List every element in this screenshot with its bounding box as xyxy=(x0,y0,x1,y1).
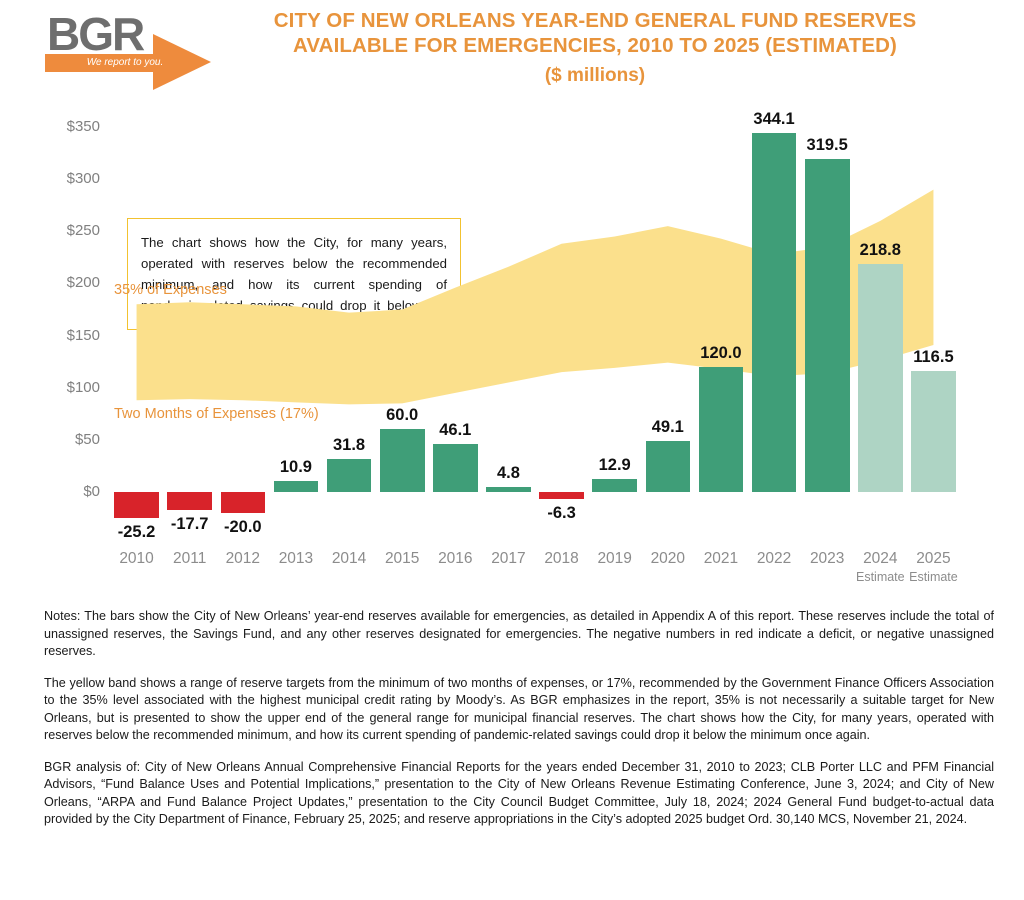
bar-value-label-2013: 10.9 xyxy=(279,457,312,476)
bar-value-label-2018: -6.3 xyxy=(547,503,576,522)
bar-value-label-2021: 120.0 xyxy=(700,343,742,362)
bar-value-label-2015: 60.0 xyxy=(386,406,419,425)
bar-value-label-2019: 12.9 xyxy=(598,455,631,474)
logo-tagline: We report to you. xyxy=(86,57,164,68)
bgr-logo: BGR We report to you. xyxy=(45,8,215,90)
notes-paragraph-1: Notes: The bars show the City of New Orl… xyxy=(44,609,994,658)
y-axis-tick: $100 xyxy=(66,378,100,396)
bar-2013[interactable] xyxy=(273,480,319,492)
notes-section: Notes: The bars show the City of New Orl… xyxy=(44,608,994,843)
logo-wordmark: BGR xyxy=(47,8,145,60)
band-label-upper: 35% of Expenses xyxy=(114,282,227,299)
notes-paragraph-2: The yellow band shows a range of reserve… xyxy=(44,675,994,743)
x-axis-label-2011: 2011 xyxy=(173,550,207,567)
bar-2022[interactable] xyxy=(751,133,797,492)
x-axis-sublabel-2024: Estimate xyxy=(855,570,905,584)
x-axis-label-2024: 2024 xyxy=(863,550,898,567)
bar-value-label-2020: 49.1 xyxy=(651,417,684,436)
bar-value-label-2010: -25.2 xyxy=(117,523,156,542)
chart-title-line-2: AVAILABLE FOR EMERGENCIES, 2010 TO 2025 … xyxy=(293,34,897,57)
bar-2025[interactable] xyxy=(911,370,956,492)
chart-title-block: CITY OF NEW ORLEANS YEAR-END GENERAL FUN… xyxy=(200,8,990,89)
logo-orange-bar xyxy=(45,54,163,72)
x-axis-label-2023: 2023 xyxy=(809,550,845,567)
bar-2015[interactable] xyxy=(379,429,425,492)
y-axis: $350 $300 $250 $200 $150 $100 $50 $0 xyxy=(40,100,100,600)
bar-2020[interactable] xyxy=(645,440,691,492)
chart-area: $350 $300 $250 $200 $150 $100 $50 $0 -25.2 2010-… xyxy=(0,100,1024,600)
x-axis-label-2020: 2020 xyxy=(650,550,686,567)
bar-value-label-2014: 31.8 xyxy=(333,435,366,454)
bar-value-label-2025: 116.5 xyxy=(913,347,954,366)
x-axis-label-2025: 2025 xyxy=(916,550,951,567)
bar-value-label-2024: 218.8 xyxy=(859,240,901,259)
chart-title-line-1: CITY OF NEW ORLEANS YEAR-END GENERAL FUN… xyxy=(273,9,917,32)
band-label-lower: Two Months of Expenses (17%) xyxy=(114,406,319,423)
x-axis-label-2017: 2017 xyxy=(491,550,526,567)
bar-2011[interactable] xyxy=(167,492,212,511)
bar-value-label-2017: 4.8 xyxy=(496,463,520,482)
x-axis-label-2021: 2021 xyxy=(703,550,739,567)
y-axis-tick: $50 xyxy=(74,430,100,448)
bar-2021[interactable] xyxy=(698,366,744,492)
bar-value-label-2011: -17.7 xyxy=(170,515,209,534)
x-axis-label-2013: 2013 xyxy=(278,550,314,567)
y-axis-tick: $300 xyxy=(66,170,100,188)
y-axis-tick: $150 xyxy=(66,326,100,344)
bar-2014[interactable] xyxy=(326,458,372,492)
bar-2018[interactable] xyxy=(539,492,584,499)
x-axis-label-2010: 2010 xyxy=(119,550,154,567)
bar-2017[interactable] xyxy=(486,486,531,492)
y-axis-tick: $250 xyxy=(66,222,100,240)
reserve-target-band xyxy=(136,189,934,405)
x-axis-sublabel-2025: Estimate xyxy=(909,570,958,584)
x-axis-label-2014: 2014 xyxy=(331,550,367,567)
x-axis-label-2016: 2016 xyxy=(438,550,473,567)
x-axis-label-2015: 2015 xyxy=(384,550,420,567)
y-axis-tick: $0 xyxy=(83,483,100,500)
bar-2023[interactable] xyxy=(804,158,850,492)
bar-value-label-2016: 46.1 xyxy=(439,420,472,439)
x-axis-label-2019: 2019 xyxy=(597,550,632,567)
bar-2010[interactable] xyxy=(114,492,159,519)
x-axis-label-2018: 2018 xyxy=(544,550,579,567)
y-axis-tick: $350 xyxy=(66,118,100,135)
y-axis-tick: $200 xyxy=(66,274,100,292)
notes-paragraph-3: BGR analysis of: City of New Orleans Ann… xyxy=(44,759,994,827)
x-axis-label-2022: 2022 xyxy=(756,550,792,567)
logo-arrow-icon xyxy=(153,34,211,90)
bar-2012[interactable] xyxy=(220,492,266,513)
x-axis-label-2012: 2012 xyxy=(225,550,261,567)
plot-area: -25.2 2010 -17.7 2011 -20.0 2012 10.9 2013 31.8 2… xyxy=(110,100,960,600)
bar-2019[interactable] xyxy=(592,478,637,492)
header: BGR We report to you. CITY OF NEW ORLEAN… xyxy=(0,0,1024,100)
bar-2024[interactable] xyxy=(858,263,903,492)
bar-value-label-2023: 319.5 xyxy=(806,135,848,154)
bar-value-label-2022: 344.1 xyxy=(753,110,795,129)
bar-value-label-2012: -20.0 xyxy=(224,517,262,536)
bar-2016[interactable] xyxy=(433,443,478,492)
chart-subtitle: ($ millions) xyxy=(544,65,646,86)
